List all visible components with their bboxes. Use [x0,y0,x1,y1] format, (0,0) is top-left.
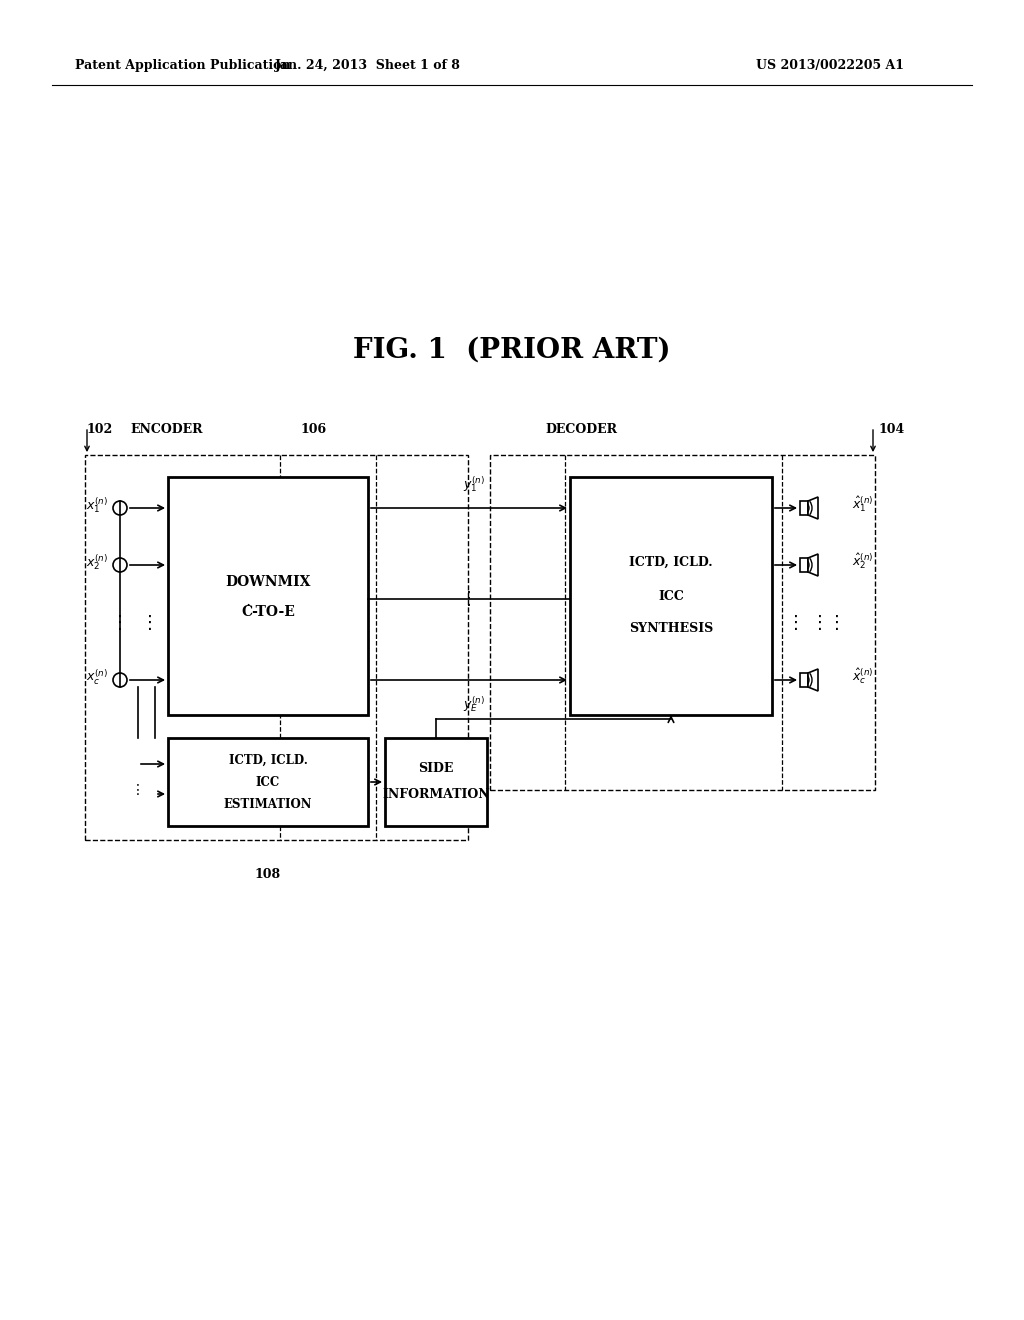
Text: $x_{1}^{(n)}$: $x_{1}^{(n)}$ [86,495,108,515]
Text: ICC: ICC [658,590,684,602]
Text: FIG. 1  (PRIOR ART): FIG. 1 (PRIOR ART) [353,337,671,363]
Text: ⋮: ⋮ [787,614,805,631]
Bar [800,673,808,686]
Polygon shape [808,554,818,576]
Text: ICC: ICC [256,776,281,789]
Text: ⋮: ⋮ [811,614,829,631]
Text: 104: 104 [879,422,905,436]
Text: $\hat{x}_{c}^{(n)}$: $\hat{x}_{c}^{(n)}$ [852,667,873,686]
Text: 102: 102 [87,422,114,436]
Text: Jan. 24, 2013  Sheet 1 of 8: Jan. 24, 2013 Sheet 1 of 8 [275,58,461,71]
Text: ICTD, ICLD.: ICTD, ICLD. [228,754,307,767]
Bar [85,455,468,840]
Text: US 2013/0022205 A1: US 2013/0022205 A1 [756,58,904,71]
Bar [490,455,874,789]
Text: 106: 106 [300,422,326,436]
Text: ⋮: ⋮ [131,783,145,797]
Text: 108: 108 [255,869,281,880]
Bar [570,477,772,715]
Text: ⋮: ⋮ [141,614,159,631]
Text: $x_{c}^{(n)}$: $x_{c}^{(n)}$ [86,668,108,686]
Bar [800,502,808,515]
Bar [385,738,487,826]
Text: Patent Application Publication: Patent Application Publication [75,58,291,71]
Polygon shape [808,498,818,519]
Text: ⋮: ⋮ [460,590,478,609]
Text: ⋮: ⋮ [111,614,129,631]
Text: ICTD, ICLD.: ICTD, ICLD. [629,556,713,569]
Text: SIDE: SIDE [419,763,454,776]
Text: DECODER: DECODER [545,422,617,436]
Text: SYNTHESIS: SYNTHESIS [629,622,713,635]
Bar [168,738,368,826]
Text: $\hat{x}_{2}^{(n)}$: $\hat{x}_{2}^{(n)}$ [852,552,873,570]
Text: ⋮: ⋮ [828,614,846,631]
Text: DOWNMIX: DOWNMIX [225,576,310,589]
Bar [800,558,808,572]
Polygon shape [808,669,818,690]
Text: $\hat{x}_{1}^{(n)}$: $\hat{x}_{1}^{(n)}$ [852,494,873,513]
Text: $y_E^{(n)}$: $y_E^{(n)}$ [463,694,485,714]
Text: $x_{2}^{(n)}$: $x_{2}^{(n)}$ [86,552,108,572]
Text: Ċ-TO-E: Ċ-TO-E [241,605,295,619]
Text: INFORMATION: INFORMATION [382,788,489,801]
Text: $y_1^{(n)}$: $y_1^{(n)}$ [463,474,485,494]
Bar [168,477,368,715]
Text: ESTIMATION: ESTIMATION [224,797,312,810]
Text: ENCODER: ENCODER [130,422,203,436]
